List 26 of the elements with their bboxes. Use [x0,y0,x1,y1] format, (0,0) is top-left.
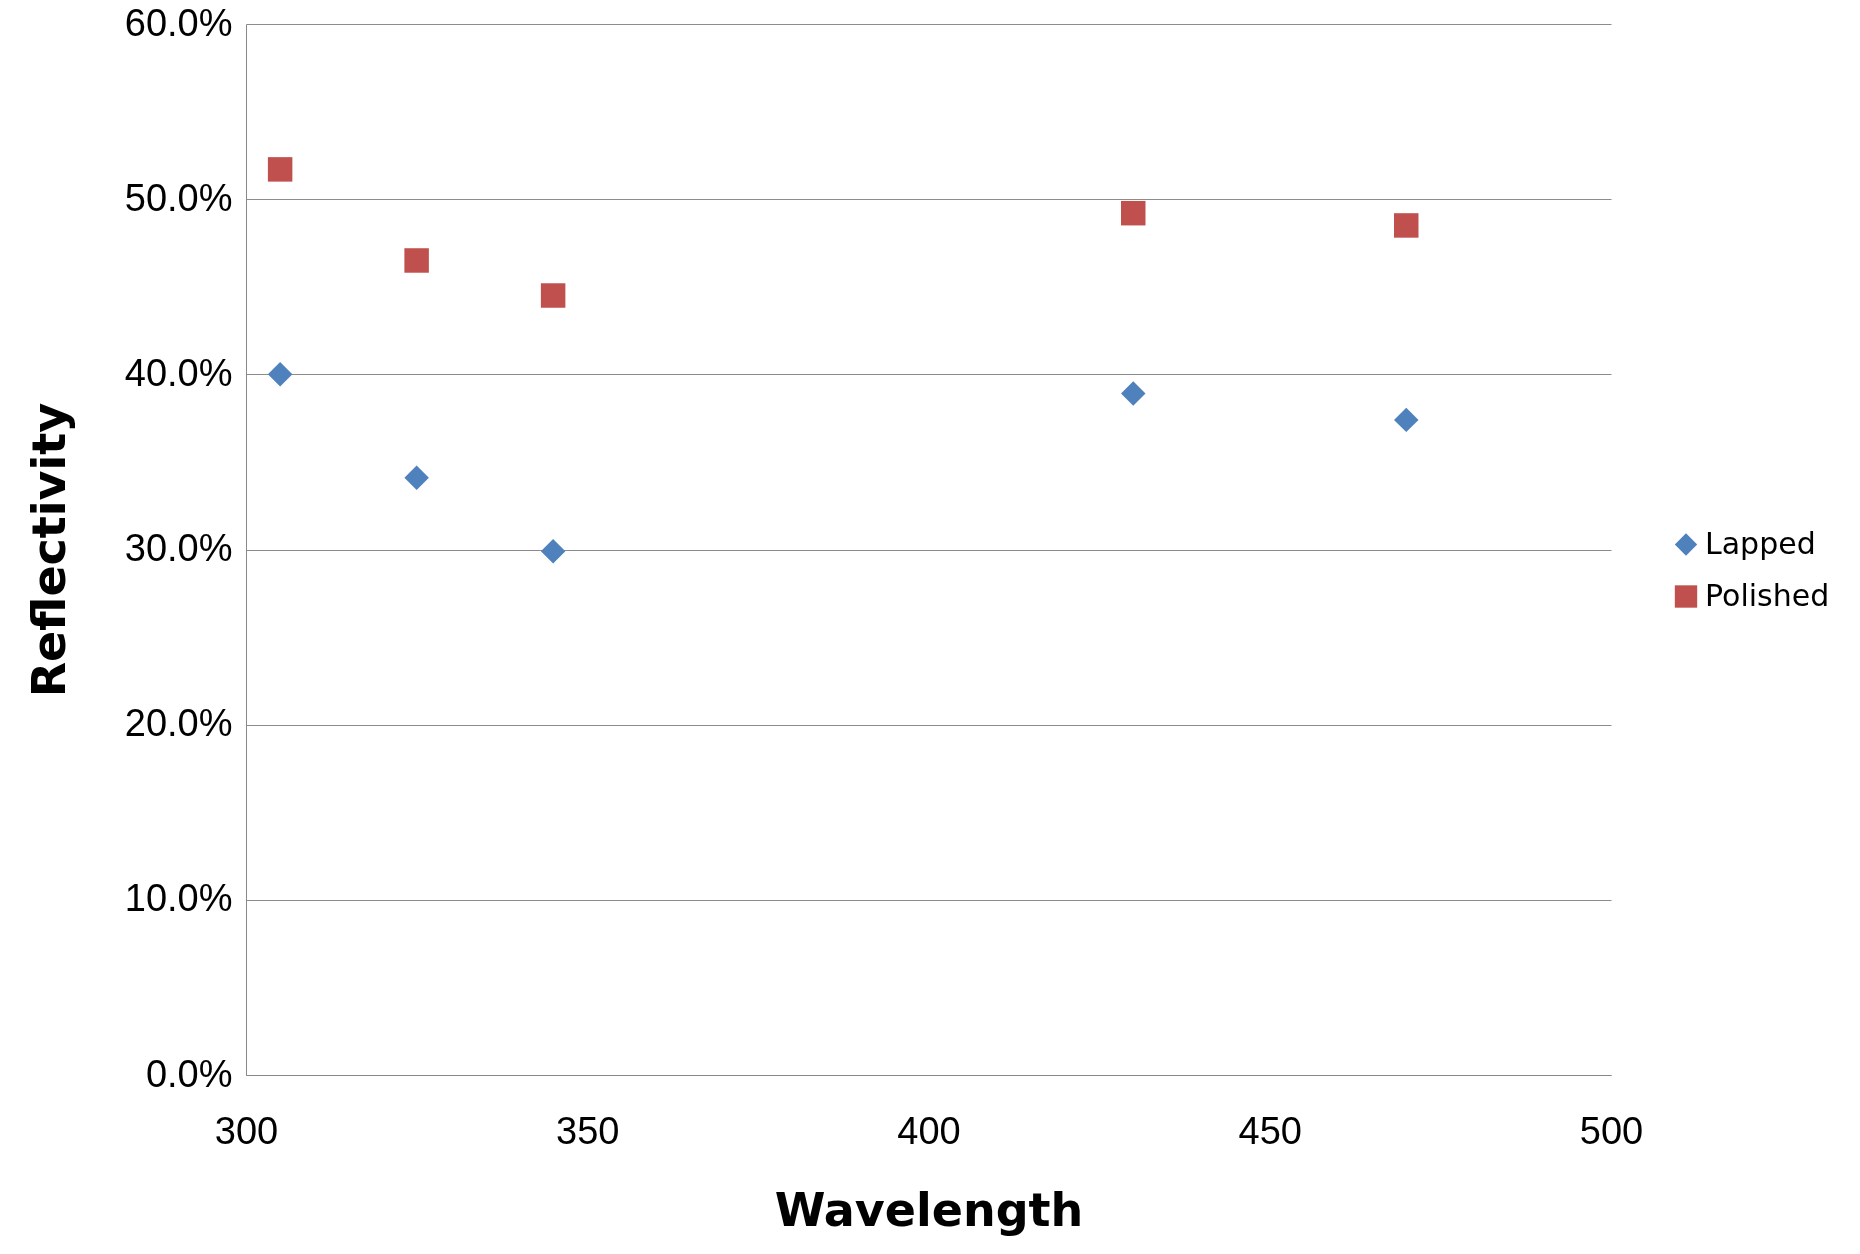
legend-label: Polished [1705,577,1830,613]
x-tick-label: 350 [556,1109,620,1152]
x-axis-title: Wavelength [774,1182,1084,1237]
point [404,248,429,273]
point [267,362,293,387]
y-tick-label: 30.0% [124,527,233,569]
x-tick-label: 500 [1579,1109,1644,1152]
point [1121,200,1146,226]
y-axis-title: Reflectivity [21,402,76,698]
legend-label: Lapped [1705,525,1816,561]
x-tick-label: 400 [897,1109,961,1152]
point [1394,213,1419,238]
point [1121,381,1146,406]
y-tick-label: 50.0% [124,176,233,219]
x-tick-label: 450 [1238,1109,1302,1152]
point [540,539,566,564]
point [1394,407,1419,433]
point [404,465,429,490]
y-tick-label: 40.0% [124,351,233,394]
y-tick-label: 0.0% [145,1052,233,1095]
x-tick-label: 300 [214,1109,279,1152]
point [540,283,566,308]
y-tick-label: 20.0% [124,702,233,745]
y-tick-label: 10.0% [124,877,233,920]
point [267,157,293,182]
y-tick-label: 60.0% [124,1,233,44]
